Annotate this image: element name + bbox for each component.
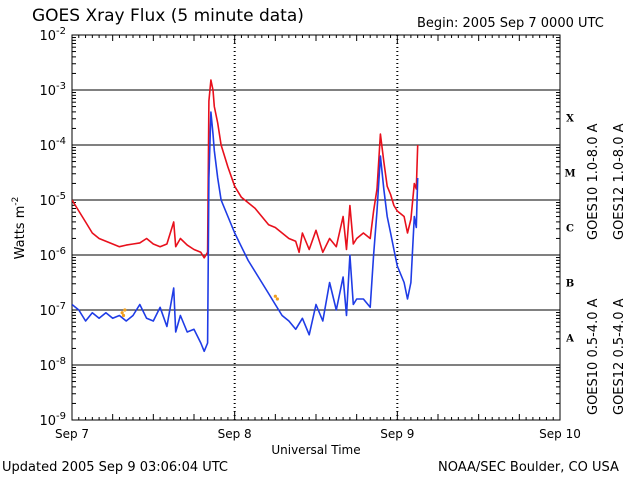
- y-tick-exponent: -7: [56, 301, 66, 312]
- y-axis-label: Watts m-2: [11, 197, 28, 260]
- flare-class-label: M: [564, 169, 575, 180]
- dotted-day-markers: [233, 35, 399, 420]
- axis-ticks: [71, 35, 561, 421]
- series-line-goes12-1-0-8-0-a: [72, 79, 419, 259]
- x-tick-label: Sep 9: [380, 427, 414, 441]
- y-tick-label: 10-9: [39, 411, 66, 429]
- x-tick-label: Sep 8: [218, 427, 252, 441]
- y-tick-base: 10: [39, 194, 56, 209]
- y-tick-label: 10-6: [39, 246, 66, 264]
- y-tick-base: 10: [39, 29, 56, 44]
- y-axis-label-sup: -2: [11, 197, 21, 206]
- y-tick-base: 10: [39, 359, 56, 374]
- x-axis-label: Universal Time: [271, 443, 360, 457]
- flux-series: [72, 79, 419, 353]
- point-goes10-0-5-4-0-a: [273, 294, 277, 298]
- y-tick-exponent: -4: [56, 136, 66, 147]
- y-tick-base: 10: [39, 249, 56, 264]
- flare-class-gridlines: [72, 89, 560, 366]
- point-goes10-0-5-4-0-a: [120, 311, 124, 315]
- y-tick-label: 10-8: [39, 356, 66, 374]
- y-tick-exponent: -5: [56, 191, 66, 202]
- y-tick-label: 10-2: [39, 26, 66, 44]
- y-tick-base: 10: [39, 139, 56, 154]
- updated-timestamp: Updated 2005 Sep 9 03:06:04 UTC: [2, 460, 229, 475]
- chart-title: GOES Xray Flux (5 minute data): [32, 6, 304, 26]
- y-tick-exponent: -6: [56, 246, 66, 257]
- x-tick-label: Sep 7: [55, 427, 89, 441]
- begin-label: Begin: 2005 Sep 7 0000 UTC: [417, 16, 604, 31]
- flare-class-label: B: [566, 279, 574, 290]
- flare-class-label: A: [565, 334, 574, 345]
- y-tick-label: 10-3: [39, 81, 66, 99]
- source-credit: NOAA/SEC Boulder, CO USA: [438, 460, 619, 475]
- y-tick-label: 10-4: [39, 136, 66, 154]
- point-goes10-0-5-4-0-a: [121, 313, 126, 318]
- legend-goes12-long: GOES12 1.0-8.0 A: [612, 123, 627, 240]
- flare-class-label: X: [566, 114, 574, 125]
- y-tick-base: 10: [39, 304, 56, 319]
- flare-class-labels: X M C B A: [564, 114, 575, 345]
- y-tick-exponent: -2: [56, 26, 66, 37]
- series-line-goes12-0-5-4-0-a: [72, 111, 419, 353]
- x-tick-label: Sep 10: [539, 427, 581, 441]
- legend-goes10-long: GOES10 1.0-8.0 A: [586, 123, 601, 240]
- y-tick-labels: 10-210-310-410-510-610-710-810-9: [39, 26, 66, 429]
- y-tick-exponent: -8: [56, 356, 66, 367]
- y-tick-exponent: -3: [56, 81, 66, 92]
- y-tick-base: 10: [39, 84, 56, 99]
- legend-goes12-short: GOES12 0.5-4.0 A: [612, 298, 627, 415]
- point-goes10-0-5-4-0-a: [123, 308, 127, 312]
- y-tick-exponent: -9: [56, 411, 66, 422]
- point-goes10-0-5-4-0-a: [275, 297, 279, 301]
- plot-frame: [71, 34, 561, 421]
- flare-class-label: C: [566, 224, 574, 235]
- y-tick-base: 10: [39, 414, 56, 429]
- x-tick-labels: Sep 7 Sep 8 Sep 9 Sep 10: [55, 427, 581, 441]
- legend-goes10-short: GOES10 0.5-4.0 A: [586, 298, 601, 415]
- y-tick-label: 10-5: [39, 191, 66, 209]
- y-axis-label-text: Watts m: [13, 206, 28, 260]
- y-tick-label: 10-7: [39, 301, 66, 319]
